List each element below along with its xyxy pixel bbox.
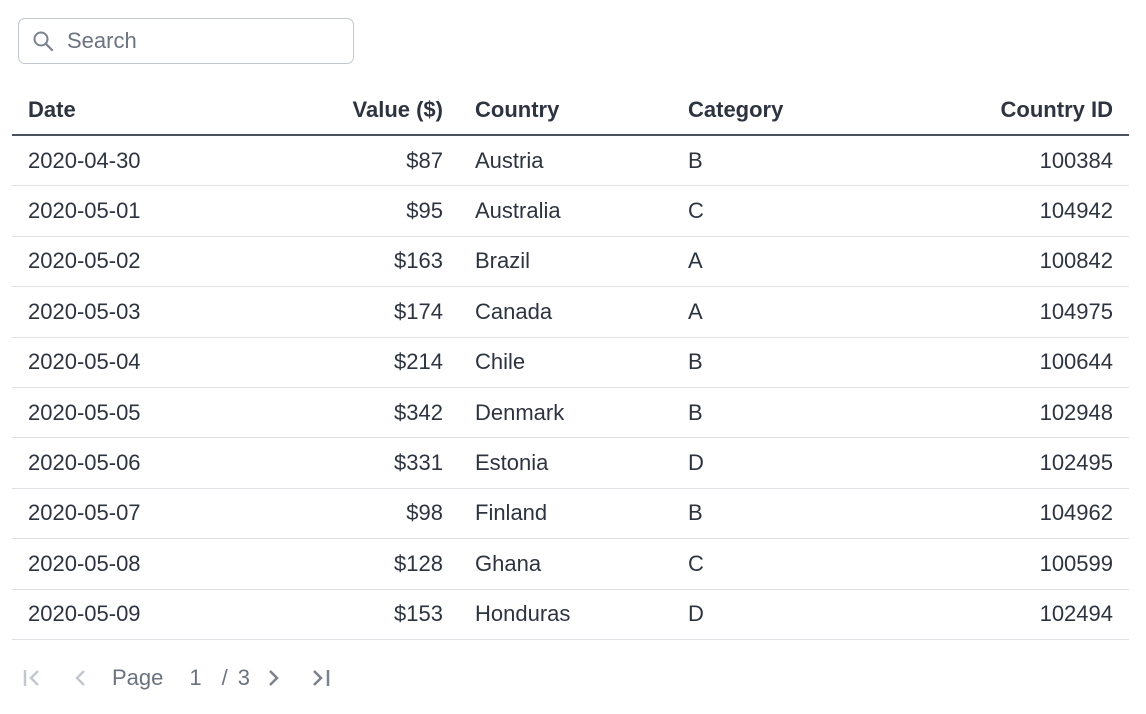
table-row: 2020-05-05 $342 Denmark B 102948 — [12, 387, 1129, 439]
cell-category: C — [672, 185, 898, 237]
table-row: 2020-05-01 $95 Australia C 104942 — [12, 185, 1129, 237]
pagination: Page 1 / 3 — [18, 662, 336, 694]
chevron-left-icon — [75, 670, 85, 686]
table-row: 2020-05-04 $214 Chile B 100644 — [12, 337, 1129, 388]
cell-country: Finland — [459, 488, 672, 540]
cell-value: $95 — [290, 185, 459, 237]
cell-country-id: 102494 — [898, 589, 1129, 640]
cell-country: Canada — [459, 286, 672, 338]
cell-country: Austria — [459, 135, 672, 187]
cell-value: $214 — [290, 337, 459, 388]
cell-value: $174 — [290, 286, 459, 338]
cell-date: 2020-05-04 — [12, 337, 290, 388]
first-page-button[interactable] — [18, 666, 48, 690]
cell-category: D — [672, 437, 898, 489]
cell-date: 2020-05-06 — [12, 437, 290, 489]
column-header-category[interactable]: Category — [672, 86, 898, 136]
cell-date: 2020-05-07 — [12, 488, 290, 540]
cell-value: $128 — [290, 538, 459, 590]
cell-country-id: 102495 — [898, 437, 1129, 489]
cell-date: 2020-05-02 — [12, 236, 290, 288]
table-header-row: Date Value ($) Country Category Country … — [12, 86, 1129, 136]
cell-value: $342 — [290, 387, 459, 439]
cell-country-id: 104942 — [898, 185, 1129, 237]
cell-date: 2020-05-01 — [12, 185, 290, 237]
table-row: 2020-05-03 $174 Canada A 104975 — [12, 286, 1129, 338]
previous-page-button[interactable] — [66, 666, 96, 690]
cell-value: $98 — [290, 488, 459, 540]
page-label: Page — [112, 665, 164, 690]
search-box[interactable] — [18, 18, 354, 64]
total-pages: 3 — [237, 665, 251, 690]
cell-date: 2020-05-09 — [12, 589, 290, 640]
cell-country-id: 102948 — [898, 387, 1129, 439]
table-row: 2020-05-02 $163 Brazil A 100842 — [12, 236, 1129, 288]
cell-category: A — [672, 286, 898, 338]
column-header-country-id[interactable]: Country ID — [898, 86, 1129, 136]
cell-category: A — [672, 236, 898, 288]
search-input[interactable] — [65, 27, 329, 55]
cell-category: B — [672, 337, 898, 388]
cell-date: 2020-04-30 — [12, 135, 290, 187]
cell-value: $87 — [290, 135, 459, 187]
column-header-country[interactable]: Country — [459, 86, 672, 136]
cell-country: Estonia — [459, 437, 672, 489]
cell-country-id: 104975 — [898, 286, 1129, 338]
cell-date: 2020-05-03 — [12, 286, 290, 338]
last-page-icon — [313, 670, 330, 686]
cell-value: $153 — [290, 589, 459, 640]
chevron-right-icon — [269, 670, 279, 686]
cell-country: Brazil — [459, 236, 672, 288]
cell-value: $163 — [290, 236, 459, 288]
table-row: 2020-05-07 $98 Finland B 104962 — [12, 488, 1129, 540]
cell-value: $331 — [290, 437, 459, 489]
last-page-button[interactable] — [306, 666, 336, 690]
search-icon — [33, 31, 54, 52]
data-table: Date Value ($) Country Category Country … — [12, 86, 1129, 640]
cell-date: 2020-05-05 — [12, 387, 290, 439]
page-separator: / — [221, 665, 228, 690]
cell-country-id: 104962 — [898, 488, 1129, 540]
cell-country-id: 100599 — [898, 538, 1129, 590]
cell-country: Ghana — [459, 538, 672, 590]
cell-country-id: 100842 — [898, 236, 1129, 288]
column-header-value[interactable]: Value ($) — [290, 86, 459, 136]
current-page-input[interactable]: 1 — [189, 665, 202, 690]
cell-category: C — [672, 538, 898, 590]
table-row: 2020-05-09 $153 Honduras D 102494 — [12, 589, 1129, 640]
cell-date: 2020-05-08 — [12, 538, 290, 590]
cell-category: B — [672, 387, 898, 439]
column-header-date[interactable]: Date — [12, 86, 290, 136]
table-row: 2020-04-30 $87 Austria B 100384 — [12, 135, 1129, 187]
cell-country-id: 100644 — [898, 337, 1129, 388]
cell-category: B — [672, 135, 898, 187]
cell-country: Chile — [459, 337, 672, 388]
table-row: 2020-05-08 $128 Ghana C 100599 — [12, 538, 1129, 590]
first-page-icon — [23, 670, 39, 686]
next-page-button[interactable] — [258, 666, 288, 690]
cell-category: D — [672, 589, 898, 640]
cell-country-id: 100384 — [898, 135, 1129, 187]
cell-country: Denmark — [459, 387, 672, 439]
cell-category: B — [672, 488, 898, 540]
table-row: 2020-05-06 $331 Estonia D 102495 — [12, 437, 1129, 489]
cell-country: Honduras — [459, 589, 672, 640]
cell-country: Australia — [459, 185, 672, 237]
